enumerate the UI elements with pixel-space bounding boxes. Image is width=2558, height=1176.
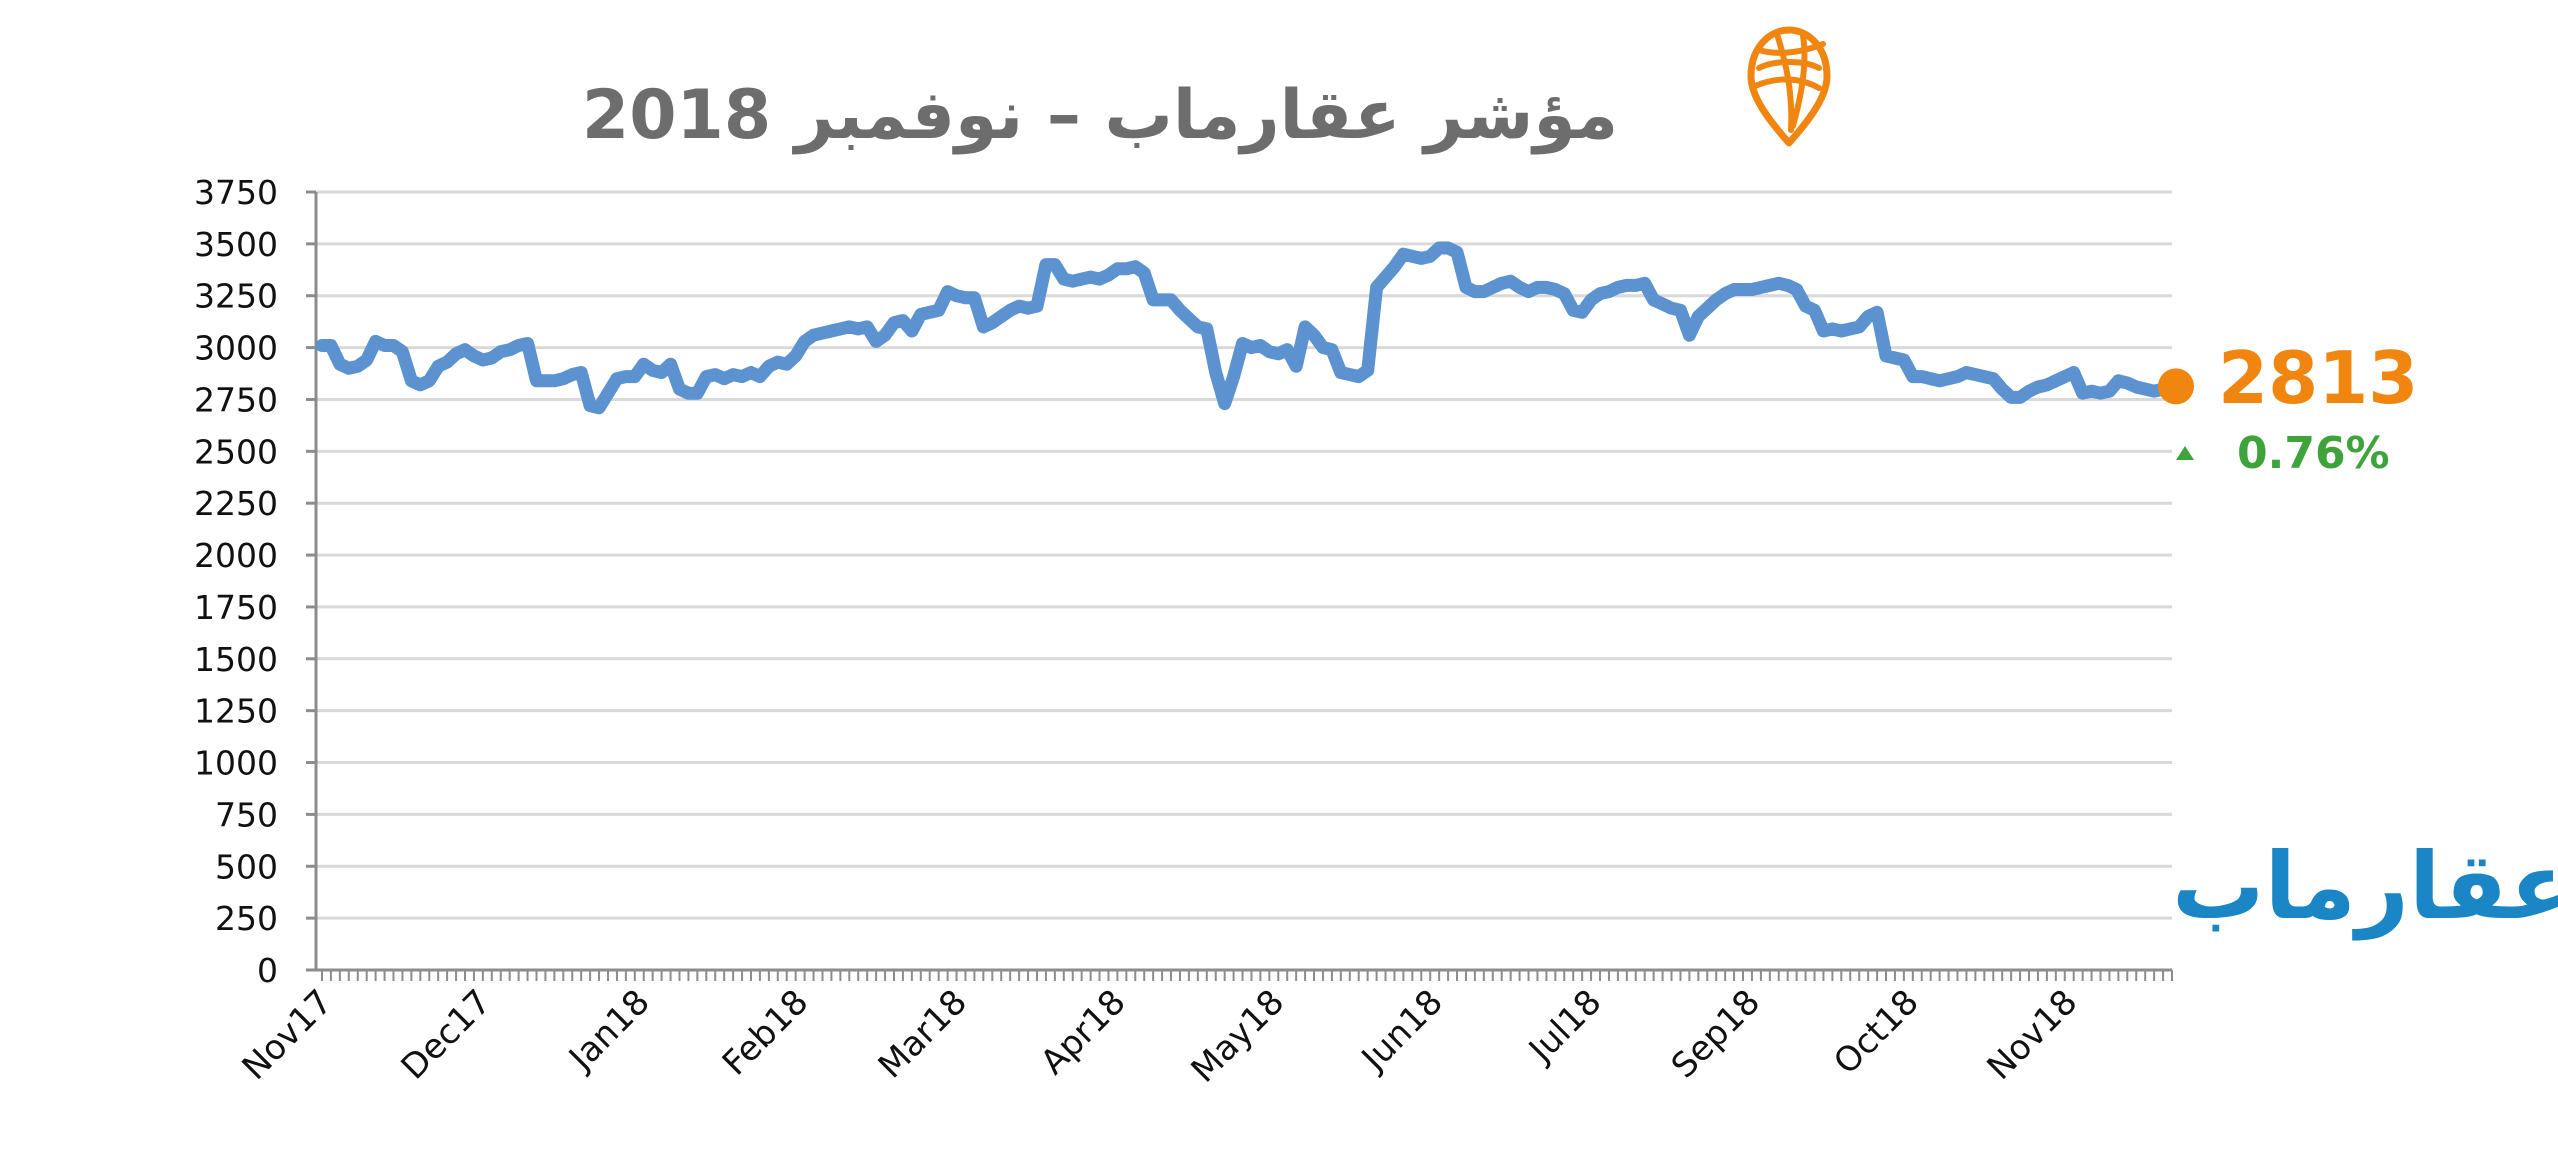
map-pin-globe-icon [1747,26,1831,147]
y-tick-label: 1500 [194,640,278,679]
series-line [315,241,2179,415]
change-percent: 0.76% [2237,428,2390,479]
x-tick-label: Apr18 [1033,982,1133,1082]
x-tick-label: Sep18 [1664,982,1768,1086]
x-tick-label: Nov18 [1980,982,2086,1088]
series [315,241,2179,415]
x-tick-label: Jun18 [1353,982,1451,1080]
y-tick-label: 2250 [194,484,278,523]
y-tick-label: 500 [215,847,278,886]
y-tick-label: 0 [257,951,278,990]
y-tick-label: 3500 [194,225,278,264]
chart-title: مؤشر عقارماب – نوفمبر 2018 [582,76,1618,155]
gridlines [316,190,2172,920]
x-tick-label: May18 [1184,982,1293,1091]
x-tick-label: Oct18 [1826,982,1926,1082]
x-tick-label: Nov17 [235,982,341,1088]
y-tick-label: 3000 [194,329,278,368]
y-tick-label: 2750 [194,380,278,419]
y-tick-label: 2500 [194,432,278,471]
y-tick-label: 750 [215,795,278,834]
y-tick-label: 250 [215,899,278,938]
y-tick-label: 3250 [194,277,278,316]
latest-point [2158,368,2194,405]
axes [306,190,2173,981]
x-tick-label: Jul18 [1520,982,1609,1071]
latest-value: 2813 [2218,336,2418,420]
y-tick-label: 1250 [194,692,278,731]
x-tick-label: Feb18 [715,982,816,1083]
y-tick-label: 2000 [194,536,278,575]
y-tick-labels: 0 250 500 750 1000 1250 1500 1750 2000 2250 2500 27… [194,173,278,990]
x-tick-label: Dec17 [394,982,499,1087]
triangle-up-icon [2176,446,2194,460]
y-tick-label: 3750 [194,173,278,212]
y-tick-label: 1000 [194,744,278,783]
x-tick-labels: Nov17 Dec17 Jan18 Feb18 Mar18 Apr18 May18 Jun18… [235,982,2086,1091]
brand-logo: عقارماب [2172,833,2558,940]
x-tick-label: Jan18 [560,982,657,1079]
y-tick-label: 1750 [194,588,278,627]
x-tick-label: Mar18 [871,982,975,1086]
